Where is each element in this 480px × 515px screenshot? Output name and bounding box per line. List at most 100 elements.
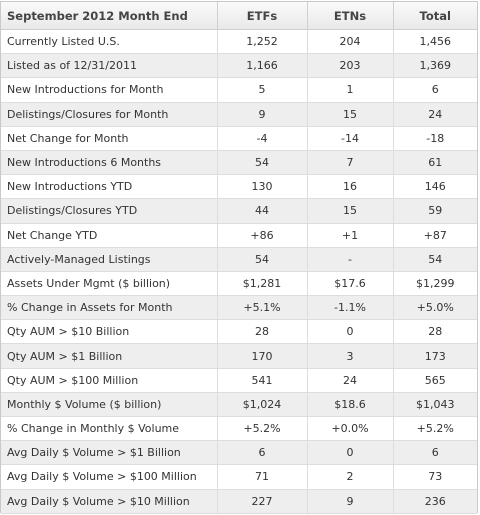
row-label: Net Change YTD — [1, 222, 218, 248]
etns-value: 2 — [306, 464, 394, 490]
table-row: New Introductions for Month 5 1 6 — [1, 77, 477, 103]
table-row: % Change in Monthly $ Volume +5.2% +0.0% +5… — [1, 415, 477, 442]
row-label: New Introductions 6 Months — [1, 149, 218, 176]
etns-value: 7 — [306, 149, 394, 176]
etfs-value: 9 — [216, 101, 308, 127]
etfs-value: $1,024 — [216, 391, 308, 418]
table-row: Qty AUM > $1 Billion 170 3 173 — [1, 343, 477, 369]
etns-value: +1 — [306, 222, 394, 248]
etns-value: 15 — [306, 101, 394, 127]
total-value: 24 — [392, 101, 477, 127]
table-body: Currently Listed U.S. 1,252 204 1,456 Listed… — [1, 28, 477, 514]
etfs-value: 54 — [216, 246, 308, 272]
etns-value: $17.6 — [306, 270, 394, 297]
etns-value: 203 — [306, 53, 394, 79]
etns-value: 0 — [306, 319, 394, 345]
table-row: Avg Daily $ Volume > $10 Million 227 9 236 — [1, 488, 477, 514]
table-row: Delistings/Closures for Month 9 15 24 — [1, 101, 477, 127]
etns-value: 0 — [306, 440, 394, 466]
row-label: Qty AUM > $10 Billion — [1, 319, 218, 345]
etns-value: 3 — [306, 343, 394, 369]
etfs-value: 28 — [216, 319, 308, 345]
total-value: 73 — [392, 464, 477, 490]
etfs-value: $1,281 — [216, 270, 308, 297]
etfs-value: 6 — [216, 440, 308, 466]
total-value: -18 — [392, 125, 477, 151]
etns-value: 204 — [306, 28, 394, 55]
table-row: Delistings/Closures YTD 44 15 59 — [1, 198, 477, 224]
header-row: September 2012 Month End ETFs ETNs Total — [1, 2, 477, 30]
etfs-value: +5.2% — [216, 415, 308, 442]
table-row: New Introductions YTD 130 16 146 — [1, 174, 477, 200]
etns-value: -1.1% — [306, 295, 394, 321]
header-etfs: ETFs — [216, 2, 308, 30]
row-label: Qty AUM > $100 Million — [1, 367, 218, 393]
row-label: % Change in Assets for Month — [1, 295, 218, 321]
etns-value: -14 — [306, 125, 394, 151]
total-value: 1,456 — [392, 28, 477, 55]
etfs-value: 71 — [216, 464, 308, 490]
total-value: 6 — [392, 77, 477, 103]
total-value: 6 — [392, 440, 477, 466]
total-value: 61 — [392, 149, 477, 176]
header-total: Total — [392, 2, 477, 30]
total-value: 59 — [392, 198, 477, 224]
table-row: New Introductions 6 Months 54 7 61 — [1, 149, 477, 176]
row-label: New Introductions YTD — [1, 174, 218, 200]
row-label: Qty AUM > $1 Billion — [1, 343, 218, 369]
header-period: September 2012 Month End — [1, 2, 218, 30]
row-label: % Change in Monthly $ Volume — [1, 415, 218, 442]
total-value: $1,299 — [392, 270, 477, 297]
row-label: Delistings/Closures for Month — [1, 101, 218, 127]
table-row: Currently Listed U.S. 1,252 204 1,456 — [1, 28, 477, 55]
table-row: Assets Under Mgmt ($ billion) $1,281 $17.6… — [1, 270, 477, 297]
etns-value: 16 — [306, 174, 394, 200]
row-label: Monthly $ Volume ($ billion) — [1, 391, 218, 418]
table-row: Listed as of 12/31/2011 1,166 203 1,369 — [1, 53, 477, 79]
table-row: Monthly $ Volume ($ billion) $1,024 $18.6 $… — [1, 391, 477, 418]
row-label: Actively-Managed Listings — [1, 246, 218, 272]
row-label: Listed as of 12/31/2011 — [1, 53, 218, 79]
etfs-value: 1,166 — [216, 53, 308, 79]
total-value: 146 — [392, 174, 477, 200]
etfs-value: 227 — [216, 488, 308, 514]
table-row: Net Change YTD +86 +1 +87 — [1, 222, 477, 248]
total-value: +87 — [392, 222, 477, 248]
row-label: Net Change for Month — [1, 125, 218, 151]
table-row: Avg Daily $ Volume > $1 Billion 6 0 6 — [1, 440, 477, 466]
row-label: Avg Daily $ Volume > $1 Billion — [1, 440, 218, 466]
etfs-value: 541 — [216, 367, 308, 393]
etns-value: 9 — [306, 488, 394, 514]
etfs-value: 44 — [216, 198, 308, 224]
row-label: New Introductions for Month — [1, 77, 218, 103]
etfs-value: +86 — [216, 222, 308, 248]
table-row: Avg Daily $ Volume > $100 Million 71 2 73 — [1, 464, 477, 490]
total-value: 236 — [392, 488, 477, 514]
total-value: +5.0% — [392, 295, 477, 321]
total-value: 173 — [392, 343, 477, 369]
total-value: 28 — [392, 319, 477, 345]
total-value: 54 — [392, 246, 477, 272]
etfs-value: 54 — [216, 149, 308, 176]
table-row: Net Change for Month -4 -14 -18 — [1, 125, 477, 151]
row-label: Assets Under Mgmt ($ billion) — [1, 270, 218, 297]
table-row: Actively-Managed Listings 54-54 — [1, 246, 477, 272]
row-label: Delistings/Closures YTD — [1, 198, 218, 224]
total-value: +5.2% — [392, 415, 477, 442]
etfs-value: -4 — [216, 125, 308, 151]
etfs-value: 1,252 — [216, 28, 308, 55]
header-etns: ETNs — [306, 2, 394, 30]
etns-value: 1 — [306, 77, 394, 103]
table-row: Qty AUM > $10 Billion 28 0 28 — [1, 319, 477, 345]
row-label: Avg Daily $ Volume > $100 Million — [1, 464, 218, 490]
row-label: Avg Daily $ Volume > $10 Million — [1, 488, 218, 514]
total-value: $1,043 — [392, 391, 477, 418]
row-label: Currently Listed U.S. — [1, 28, 218, 55]
table-row: Qty AUM > $100 Million 541 24 565 — [1, 367, 477, 393]
etfs-value: 170 — [216, 343, 308, 369]
table-row: % Change in Assets for Month +5.1% -1.1% +5… — [1, 295, 477, 321]
etns-value: 15 — [306, 198, 394, 224]
table-header: September 2012 Month End ETFs ETNs Total — [1, 2, 477, 30]
